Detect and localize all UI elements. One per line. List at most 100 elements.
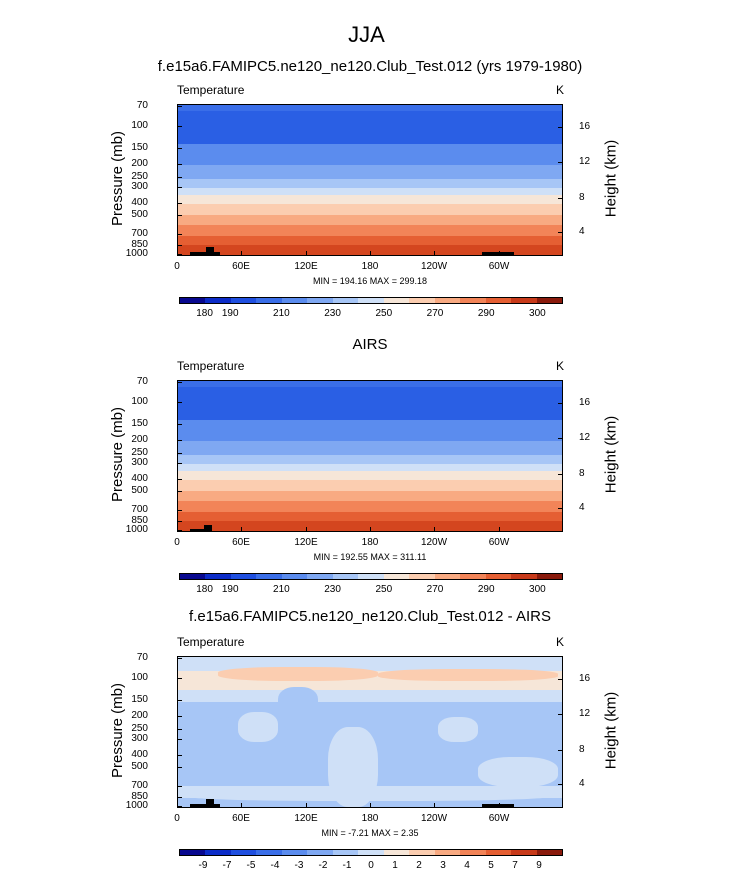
unit-label: K <box>556 83 565 97</box>
height-tick-label: 8 <box>579 192 585 204</box>
contour-band <box>178 798 562 807</box>
pressure-tick-label: 850 <box>131 790 148 802</box>
height-tick-label: 16 <box>579 672 591 684</box>
colorbar-label: -5 <box>246 860 256 871</box>
longitude-tick-label: 120E <box>294 813 318 824</box>
contour-band <box>178 165 562 180</box>
pressure-tick-mark <box>177 382 182 383</box>
pressure-tick-label: 100 <box>131 119 148 131</box>
pressure-tick-label: 1000 <box>125 248 148 259</box>
height-tick-label: 8 <box>579 744 585 756</box>
pressure-tick-label: 300 <box>131 732 148 744</box>
height-tick-mark <box>558 126 563 128</box>
contour-band <box>178 105 562 112</box>
pressure-tick-mark <box>177 716 182 718</box>
height-tick-mark <box>558 713 563 715</box>
topography <box>204 525 212 531</box>
colorbar-segment <box>205 850 231 855</box>
contour-plot <box>177 656 563 808</box>
contour-band <box>178 420 562 442</box>
height-tick-label: 8 <box>579 468 585 480</box>
longitude-tick-mark <box>241 527 242 532</box>
colorbar-segment <box>358 574 384 579</box>
pressure-tick-mark <box>177 401 182 403</box>
topography <box>206 247 214 255</box>
height-tick-mark <box>558 198 563 200</box>
longitude-tick-mark <box>306 251 307 256</box>
pressure-tick-label: 250 <box>131 722 148 734</box>
height-tick-label: 12 <box>579 155 591 167</box>
pressure-tick-label: 70 <box>136 652 148 663</box>
height-tick-mark <box>558 507 563 509</box>
variable-label: Temperature <box>177 359 245 373</box>
longitude-tick-label: 180 <box>361 813 379 824</box>
colorbar <box>179 849 563 856</box>
pressure-tick-label: 500 <box>131 761 148 773</box>
min-max-label: MIN = -7.21 MAX = 2.35 <box>321 828 419 838</box>
height-tick-mark <box>558 783 563 785</box>
pressure-tick-label: 400 <box>131 749 148 760</box>
colorbar-label: 1 <box>392 860 398 871</box>
contour-band <box>178 381 562 388</box>
variable-label: Temperature <box>177 635 245 649</box>
colorbar <box>179 297 563 304</box>
pressure-tick-mark <box>177 125 182 127</box>
colorbar-label: 180 <box>196 308 213 319</box>
colorbar-segment <box>180 574 206 579</box>
colorbar-segment <box>358 298 384 303</box>
pressure-tick-mark <box>177 440 182 442</box>
height-tick-label: 4 <box>579 501 585 513</box>
contour-band <box>178 501 562 513</box>
colorbar-segment <box>358 850 384 855</box>
longitude-tick-mark <box>177 527 178 532</box>
contour-band <box>178 195 562 205</box>
longitude-tick-label: 180 <box>361 261 379 272</box>
pressure-tick-mark <box>177 106 182 107</box>
pressure-tick-mark <box>177 658 182 659</box>
colorbar-label: 250 <box>375 308 393 319</box>
colorbar-segment <box>434 298 461 303</box>
longitude-tick-mark <box>434 251 435 256</box>
figure-title: JJA <box>348 22 385 47</box>
pressure-tick-mark <box>177 520 182 522</box>
pressure-tick-mark <box>177 728 182 730</box>
pressure-tick-mark <box>177 767 182 769</box>
pressure-tick-mark <box>177 796 182 798</box>
colorbar-segment <box>434 850 461 855</box>
colorbar-segment <box>536 850 563 855</box>
pressure-tick-mark <box>177 244 182 246</box>
colorbar-label: 290 <box>477 308 495 319</box>
pressure-tick-mark <box>177 203 182 204</box>
longitude-tick-label: 120E <box>294 537 318 548</box>
height-tick-label: 12 <box>579 707 591 719</box>
colorbar-segment <box>383 850 410 855</box>
pressure-axis-title: Pressure (mb) <box>109 406 127 503</box>
colorbar-label: 180 <box>196 584 213 595</box>
pressure-axis-title: Pressure (mb) <box>109 130 127 227</box>
height-tick-label: 16 <box>579 396 591 408</box>
min-max-label: MIN = 192.55 MAX = 311.11 <box>313 552 427 562</box>
longitude-tick-label: 120W <box>420 813 448 824</box>
colorbar-segment <box>256 574 282 579</box>
contour-band <box>178 187 562 196</box>
colorbar-segment <box>281 298 308 303</box>
colorbar-label: 9 <box>536 860 542 871</box>
colorbar-segment <box>332 850 359 855</box>
unit-label: K <box>556 359 565 373</box>
colorbar <box>179 573 563 580</box>
height-tick-mark <box>558 231 563 233</box>
colorbar-label: 7 <box>512 860 518 871</box>
colorbar-segment <box>511 574 537 579</box>
contour-feature <box>218 667 378 681</box>
contour-feature <box>238 712 278 742</box>
pressure-tick-mark <box>177 164 182 166</box>
contour-band <box>178 144 562 166</box>
colorbar-segment <box>332 298 359 303</box>
contour-band <box>178 178 562 189</box>
longitude-tick-label: 120W <box>420 537 448 548</box>
height-tick-mark <box>558 161 563 163</box>
colorbar-segment <box>205 298 231 303</box>
pressure-tick-mark <box>177 234 182 236</box>
pressure-tick-label: 400 <box>131 473 148 484</box>
colorbar-label: 210 <box>273 308 290 319</box>
